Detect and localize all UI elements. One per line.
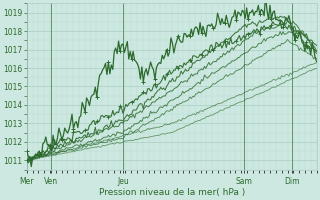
X-axis label: Pression niveau de la mer( hPa ): Pression niveau de la mer( hPa ) [99,188,245,197]
